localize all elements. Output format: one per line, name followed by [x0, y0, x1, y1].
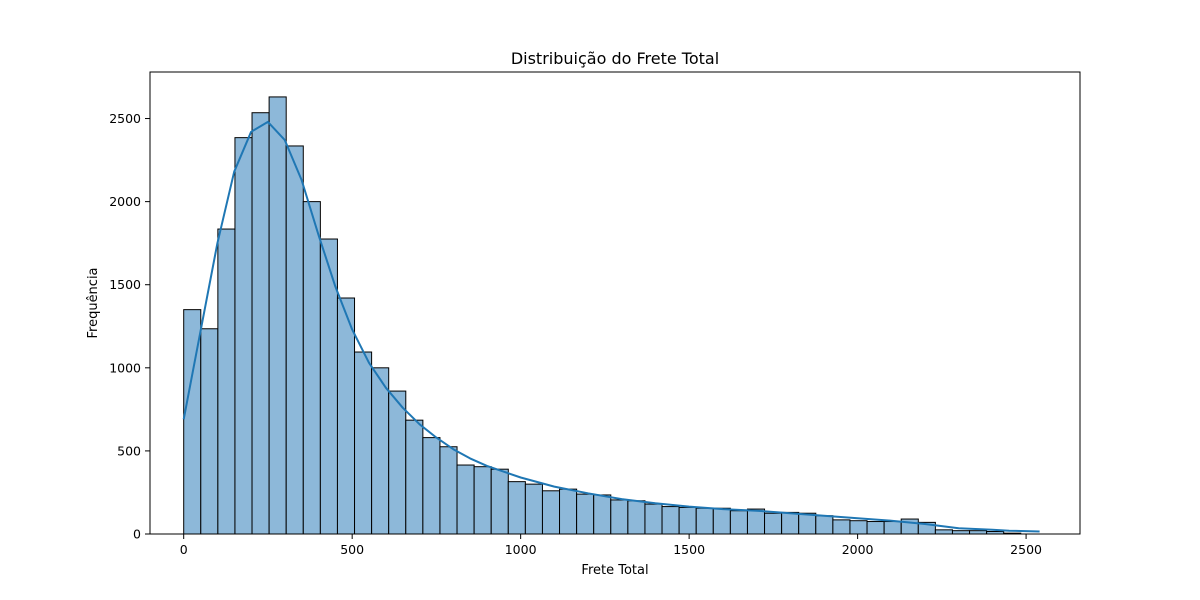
- histogram-bar: [576, 493, 595, 535]
- histogram-bar: [490, 468, 509, 535]
- histogram-bar: [661, 506, 680, 535]
- y-tick-label: 2500: [109, 111, 141, 126]
- histogram-bar: [336, 297, 356, 535]
- plot-area: [182, 96, 1040, 535]
- x-axis-label: Frete Total: [581, 563, 648, 578]
- histogram-bar: [610, 499, 629, 535]
- histogram-bar: [798, 512, 817, 535]
- x-tick-label: 2500: [1010, 542, 1042, 557]
- kde-line: [182, 120, 1040, 533]
- y-tick-label: 2000: [109, 194, 141, 209]
- chart-title: Distribuição do Frete Total: [511, 49, 719, 68]
- histogram-bar: [217, 228, 236, 535]
- histogram-bar: [354, 351, 373, 535]
- histogram-bar: [371, 367, 390, 535]
- histogram-bar: [746, 508, 766, 535]
- histogram-bar: [234, 137, 253, 535]
- x-tick-label: 2000: [842, 542, 874, 557]
- histogram-bar: [883, 521, 902, 535]
- histogram-bar: [388, 390, 407, 535]
- histogram-bar: [473, 466, 492, 535]
- histogram-bar: [815, 515, 834, 535]
- histogram-bar: [934, 529, 953, 535]
- histogram-bar: [285, 145, 304, 535]
- y-tick-label: 1500: [109, 277, 141, 292]
- histogram-bar: [524, 483, 543, 535]
- y-tick-label: 0: [133, 527, 141, 542]
- x-tick-label: 1500: [673, 542, 705, 557]
- histogram-bar: [712, 507, 731, 535]
- x-tick-label: 0: [180, 542, 188, 557]
- histogram-bar: [678, 506, 697, 535]
- histogram-bar: [849, 520, 868, 535]
- histogram-bar: [422, 437, 441, 535]
- histogram-bar: [200, 328, 219, 535]
- histogram-bar: [832, 519, 851, 535]
- histogram-bar: [456, 464, 475, 535]
- histogram-bar: [593, 494, 612, 535]
- x-tick-label: 500: [340, 542, 364, 557]
- histogram-bar: [559, 488, 578, 535]
- histogram-bar: [627, 500, 646, 535]
- histogram-bar: [781, 511, 800, 535]
- y-axis: 0 500 1000 1500 2000 2500: [109, 111, 150, 542]
- histogram-bar: [764, 512, 783, 535]
- plot-frame: [149, 71, 1081, 535]
- histogram-bar: [439, 446, 458, 535]
- histogram-bar: [541, 490, 561, 535]
- histogram-bar: [729, 510, 748, 535]
- x-tick-label: 1000: [505, 542, 537, 557]
- y-axis-label: Frequência: [86, 267, 101, 338]
- histogram-bar: [507, 481, 526, 535]
- histogram-bar: [405, 419, 424, 535]
- histogram-bar: [695, 507, 714, 535]
- histogram-bar: [644, 503, 663, 535]
- x-axis: 0 500 1000 1500 2000 2500: [180, 534, 1042, 557]
- y-tick-label: 1000: [109, 360, 141, 375]
- histogram-bar: [302, 201, 321, 535]
- histogram-bar: [268, 96, 287, 535]
- y-tick-label: 500: [117, 443, 141, 458]
- histogram-bar: [866, 521, 885, 535]
- histogram-bar: [251, 112, 270, 535]
